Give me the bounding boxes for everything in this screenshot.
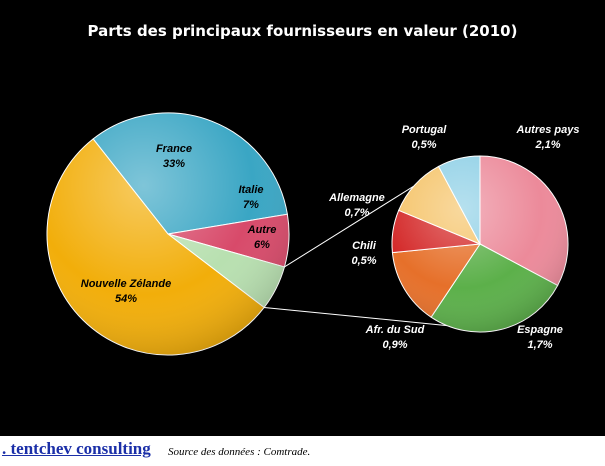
label-autres-pays: Autres pays 2,1% bbox=[516, 124, 580, 151]
footer: . tentchev consulting Source des données… bbox=[0, 436, 605, 466]
source-note: Source des données : Comtrade. bbox=[168, 446, 311, 458]
chart-area: Parts des principaux fournisseurs en val… bbox=[0, 0, 605, 436]
label-nouvelle-zelande: Nouvelle Zélande 54% bbox=[81, 278, 171, 305]
label-portugal: Portugal 0,5% bbox=[402, 124, 448, 151]
label-france: France 33% bbox=[156, 143, 192, 170]
detail-pie bbox=[391, 155, 569, 333]
label-autre: Autre 6% bbox=[247, 224, 277, 251]
label-italie: Italie 7% bbox=[238, 184, 263, 211]
chart-title: Parts des principaux fournisseurs en val… bbox=[87, 22, 518, 40]
label-allemagne: Allemagne 0,7% bbox=[328, 192, 385, 219]
brand-name: . tentchev consulting bbox=[2, 439, 151, 458]
slice-labels: France 33% Italie 7% Autre 6% Nouvelle Zélande… bbox=[81, 124, 580, 351]
label-espagne: Espagne 1,7% bbox=[517, 324, 563, 351]
label-afr-du-sud: Afr. du Sud 0,9% bbox=[365, 324, 425, 351]
label-chili: Chili 0,5% bbox=[351, 240, 376, 267]
pie-of-pie-chart: France 33% Italie 7% Autre 6% Nouvelle Zélande… bbox=[46, 112, 580, 356]
connector-line-bottom bbox=[264, 306, 448, 327]
